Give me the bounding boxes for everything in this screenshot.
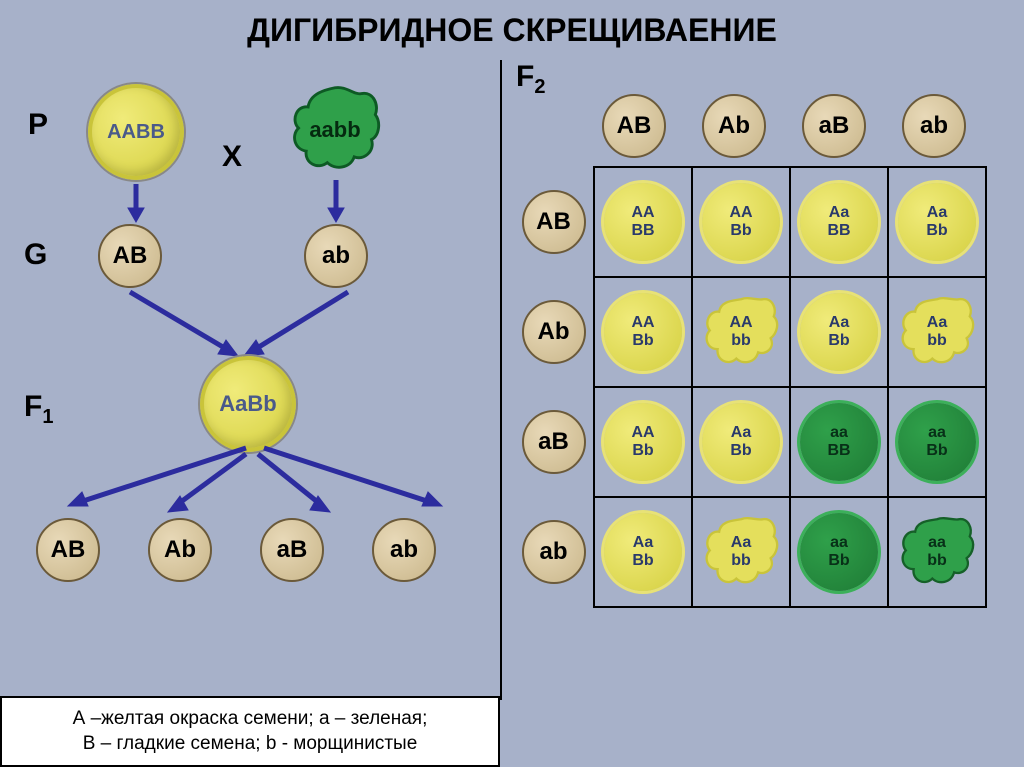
- label-P: P: [28, 108, 48, 142]
- punnett-cell: aa Bb: [898, 403, 976, 481]
- col-header: AB: [602, 94, 666, 158]
- col-header: ab: [902, 94, 966, 158]
- page-title: ДИГИБРИДНОЕ СКРЕЩИВАЕНИЕ: [0, 0, 1024, 49]
- gamete-p1: AB: [98, 224, 162, 288]
- f1-offspring: AaBb: [200, 356, 296, 452]
- row-header: aB: [522, 410, 586, 474]
- parent-1: AABB: [88, 84, 184, 180]
- legend-box: А –желтая окраска семени; а – зеленая; В…: [0, 696, 500, 767]
- arrow-icon: [120, 288, 250, 368]
- legend-line: А –желтая окраска семени; а – зеленая;: [12, 706, 488, 732]
- punnett-cell: AA bb: [699, 293, 783, 371]
- punnett-cell: Aa Bb: [604, 513, 682, 591]
- parent-2: aabb: [280, 82, 390, 178]
- f1-gamete: aB: [260, 518, 324, 582]
- f1-gamete: AB: [36, 518, 100, 582]
- cross-diagram: P G F1 AABB X aabb AB ab AaBb: [0, 60, 500, 700]
- label-F2: F2: [516, 60, 545, 99]
- row-header: ab: [522, 520, 586, 584]
- cross-symbol: X: [222, 140, 242, 174]
- punnett-cell: AA Bb: [604, 403, 682, 481]
- label-G: G: [24, 238, 47, 272]
- punnett-cell: aa BB: [800, 403, 878, 481]
- gamete-p2: ab: [304, 224, 368, 288]
- punnett-cell: Aa bb: [895, 293, 979, 371]
- punnett-square: F2 AB Ab aB ab ABAA BBAA BbAa BBAa BbAbA…: [500, 60, 1020, 700]
- arrow-icon: [160, 452, 260, 520]
- col-header: aB: [802, 94, 866, 158]
- f1-gamete: ab: [372, 518, 436, 582]
- punnett-col-headers: AB Ab aB ab: [602, 94, 966, 158]
- punnett-cell: Aa BB: [800, 183, 878, 261]
- arrow-icon: [324, 178, 348, 224]
- row-header: Ab: [522, 300, 586, 364]
- label-F1: F1: [24, 390, 53, 429]
- punnett-cell: aa bb: [895, 513, 979, 591]
- punnett-cell: Aa bb: [699, 513, 783, 591]
- f1-gamete: Ab: [148, 518, 212, 582]
- punnett-cell: Aa Bb: [898, 183, 976, 261]
- legend-line: В – гладкие семена; b - морщинистые: [12, 731, 488, 757]
- arrow-icon: [124, 182, 148, 224]
- punnett-cell: Aa Bb: [702, 403, 780, 481]
- punnett-cell: AA Bb: [604, 293, 682, 371]
- col-header: Ab: [702, 94, 766, 158]
- punnett-table: ABAA BBAA BbAa BBAa BbAbAA BbAA bbAa BbA…: [514, 166, 987, 608]
- punnett-cell: AA Bb: [702, 183, 780, 261]
- arrow-icon: [260, 444, 450, 520]
- row-header: AB: [522, 190, 586, 254]
- punnett-cell: Aa Bb: [800, 293, 878, 371]
- punnett-cell: aa Bb: [800, 513, 878, 591]
- arrow-icon: [240, 288, 360, 368]
- punnett-cell: AA BB: [604, 183, 682, 261]
